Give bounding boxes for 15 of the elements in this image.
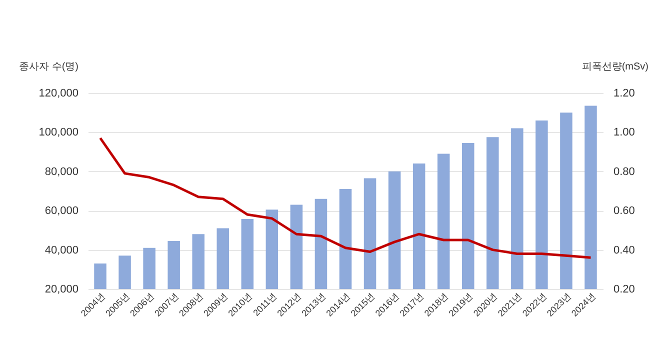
y2-tick-label: 1.00 (614, 126, 635, 139)
y2-tick-label: 0.60 (614, 205, 635, 218)
y2-tick-label: 0.80 (614, 166, 635, 178)
y-tick-label: 40,000 (44, 244, 78, 256)
y2-tick-label: 1.20 (614, 88, 635, 100)
y2-tick-label: 0.40 (614, 244, 635, 256)
y-axis-title: 종사자 수(명) (19, 62, 78, 72)
y-tick-label: 20,000 (44, 284, 78, 296)
y2-tick-label: 0.20 (614, 284, 635, 296)
y-tick-label: 60,000 (44, 205, 78, 218)
y-tick-label: 120,000 (38, 88, 78, 100)
y-tick-label: 100,000 (38, 126, 78, 139)
y2-axis-title: 피폭선량(mSv) (582, 62, 648, 72)
line-series (99, 136, 592, 259)
y-tick-label: 80,000 (44, 166, 78, 178)
